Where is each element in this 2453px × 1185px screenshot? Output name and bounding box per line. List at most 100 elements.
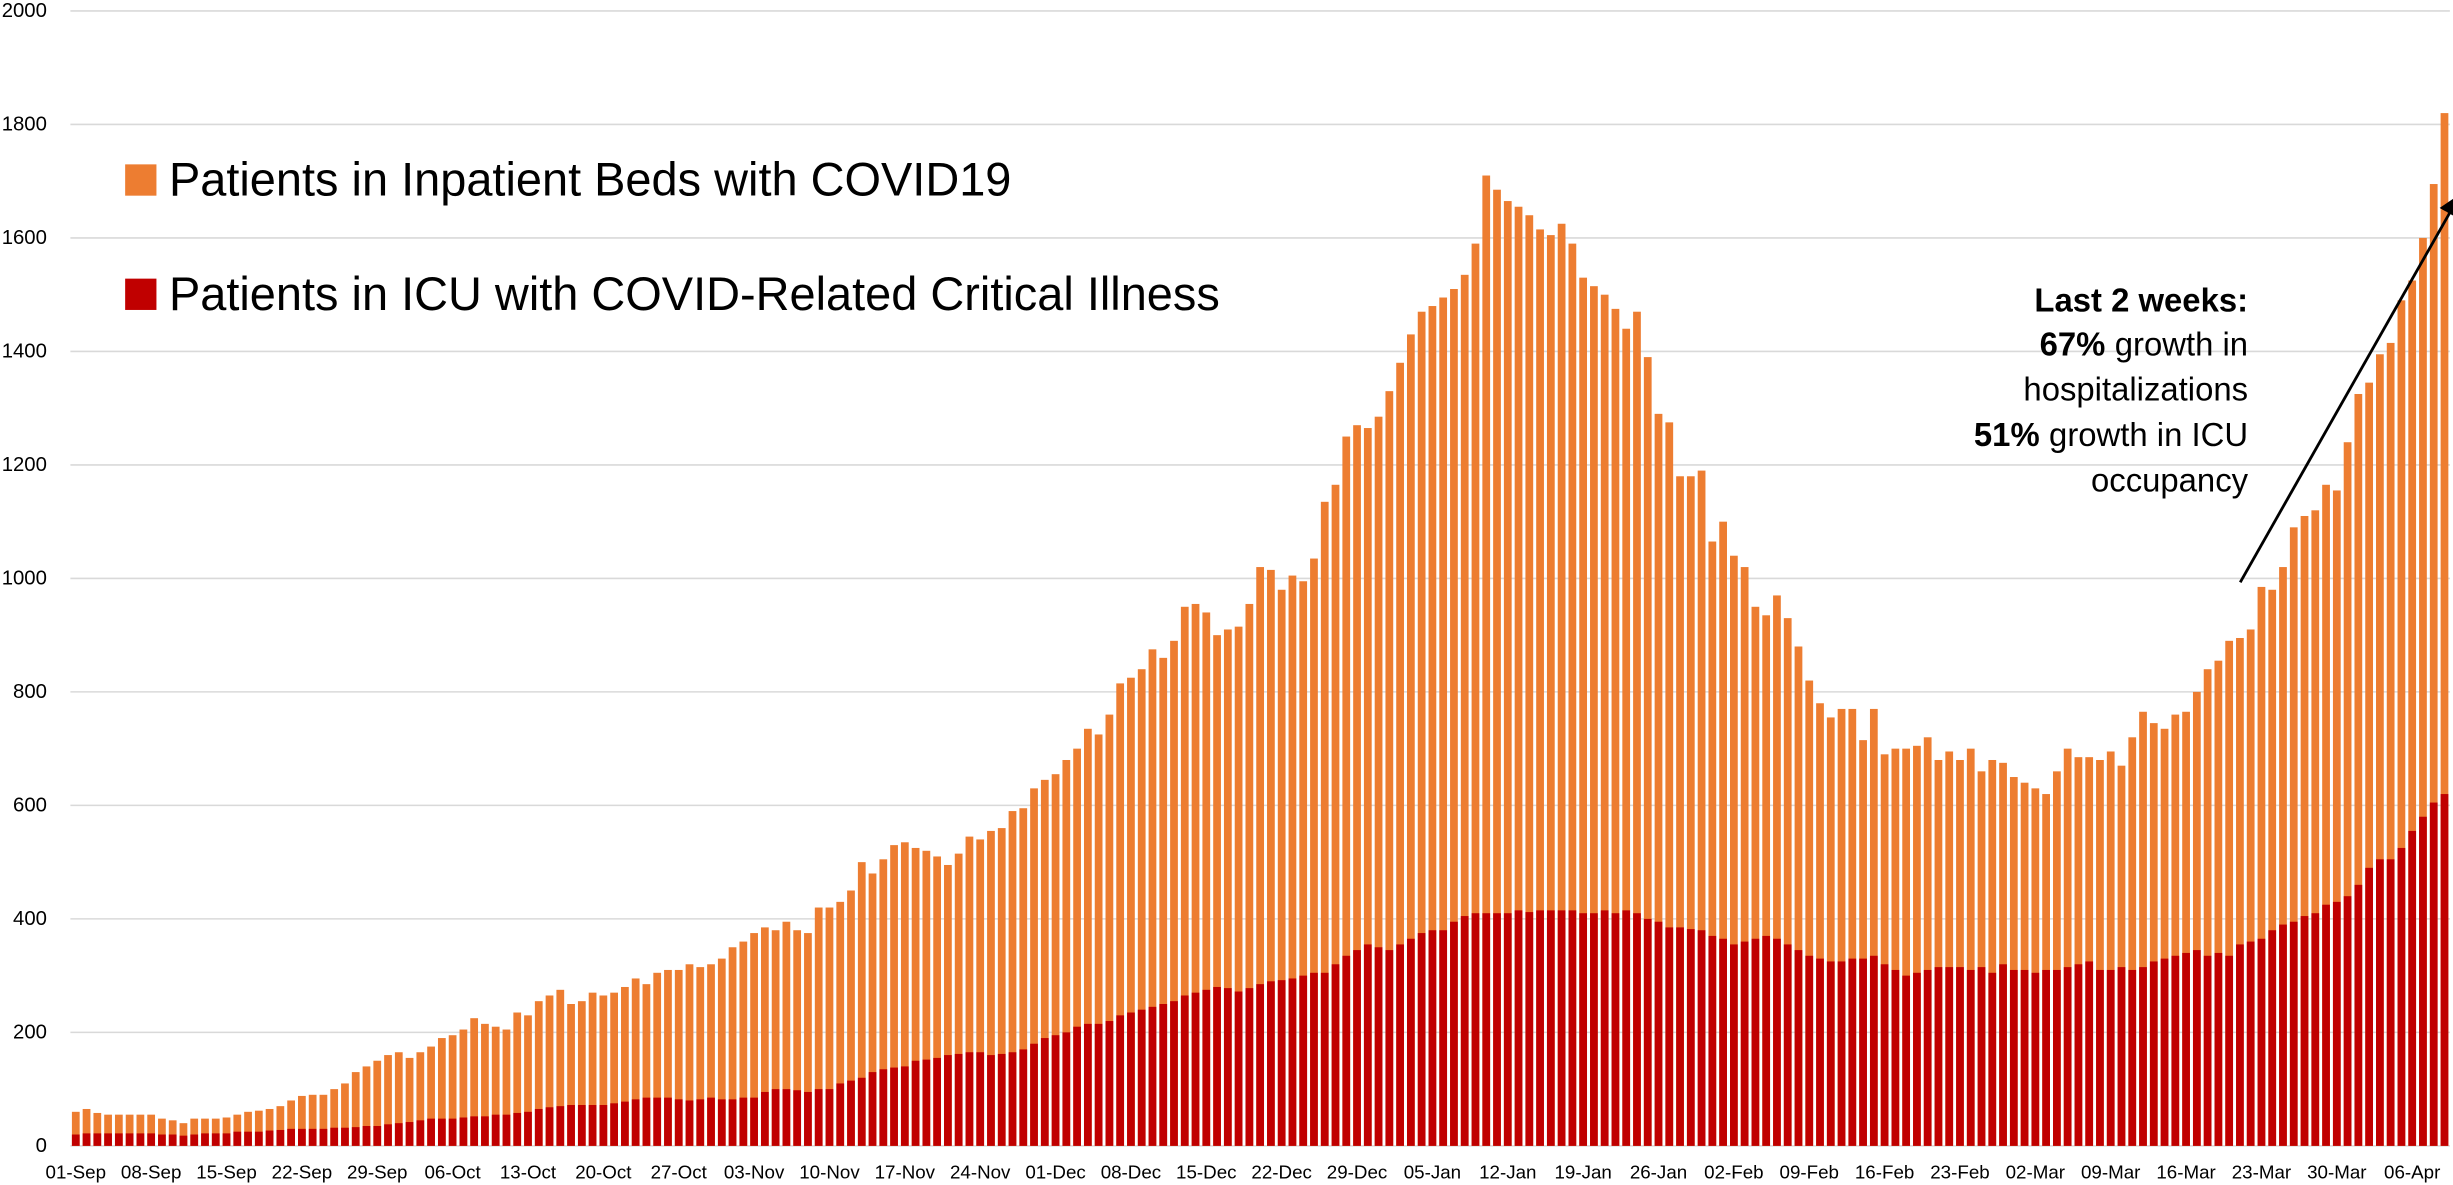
bar [2408, 830, 2417, 1146]
bar [1611, 913, 1620, 1146]
bar [653, 972, 662, 1146]
bar [1751, 938, 1760, 1146]
bar [717, 1099, 726, 1146]
bar [147, 1114, 156, 1146]
bar [997, 1053, 1006, 1146]
bar [2203, 955, 2212, 1146]
bar [1600, 910, 1609, 1146]
bar [1191, 603, 1200, 1146]
bar [1546, 910, 1555, 1146]
bar [556, 1106, 565, 1146]
bar [1579, 913, 1588, 1146]
bar [664, 1097, 672, 1146]
bar [1019, 1049, 1028, 1146]
bar [244, 1131, 252, 1146]
bar [481, 1023, 489, 1146]
bar [2214, 952, 2223, 1146]
annotation-line: hospitalizations [2023, 371, 2248, 408]
bar [93, 1133, 102, 1146]
bar [2322, 904, 2330, 1146]
y-tick-label: 400 [13, 908, 47, 930]
bar [1137, 1009, 1146, 1146]
bar [1406, 334, 1415, 1146]
bar [1708, 935, 1717, 1146]
bar [900, 1066, 909, 1146]
bar [244, 1111, 252, 1146]
bar [1073, 1026, 1081, 1146]
bar [1880, 964, 1889, 1146]
bar [2332, 901, 2341, 1146]
annotation: Last 2 weeks: 67% growth in hospitalizati… [1974, 282, 2249, 499]
bar [416, 1120, 425, 1146]
bar [1116, 1015, 1125, 1146]
bar [513, 1112, 522, 1146]
bar [1697, 930, 1706, 1146]
bar [470, 1116, 479, 1146]
bar [298, 1128, 306, 1146]
bar [2365, 382, 2373, 1146]
bar [1913, 745, 1921, 1146]
bar [2311, 510, 2320, 1146]
bar [104, 1133, 112, 1146]
bar [987, 1055, 995, 1146]
bar [427, 1046, 435, 1146]
bar [1633, 913, 1641, 1146]
bar [599, 995, 608, 1146]
bar [1439, 930, 1448, 1146]
bar [1450, 289, 1458, 1146]
bar [1482, 913, 1491, 1146]
bar [696, 1099, 705, 1146]
bar [2009, 777, 2018, 1146]
bar [2117, 765, 2126, 1146]
bar [1277, 589, 1286, 1146]
bar [1773, 938, 1781, 1146]
bar [351, 1072, 360, 1146]
x-tick-label: 24-Nov [950, 1162, 1011, 1183]
bar [2031, 972, 2040, 1146]
bar [1729, 555, 1738, 1146]
bar [2192, 950, 2201, 1146]
bar [1008, 811, 1017, 1146]
bar [71, 1134, 80, 1146]
bar [308, 1094, 317, 1146]
bar [1342, 955, 1351, 1146]
bar [836, 901, 845, 1146]
bar [976, 1052, 985, 1146]
bar [847, 1080, 855, 1146]
bar [1213, 986, 1221, 1146]
bar [2085, 961, 2094, 1146]
bar [1471, 913, 1480, 1146]
bar [2149, 723, 2158, 1146]
bar [2429, 802, 2438, 1146]
bar [1503, 201, 1512, 1146]
bar [1019, 808, 1028, 1146]
bar [524, 1015, 532, 1146]
bar [1267, 981, 1275, 1146]
x-tick-label: 08-Dec [1101, 1162, 1161, 1183]
bar [222, 1117, 231, 1146]
bar [341, 1127, 349, 1146]
y-tick-label: 600 [13, 795, 47, 817]
bar [502, 1029, 511, 1146]
bar [2300, 916, 2309, 1146]
y-tick-label: 0 [36, 1135, 47, 1157]
bar [1891, 748, 1900, 1146]
bar [2376, 859, 2384, 1146]
bar [211, 1118, 220, 1146]
bar [1902, 975, 1911, 1146]
bar [1676, 927, 1684, 1146]
bar [804, 933, 812, 1146]
bar [567, 1004, 575, 1146]
bar [1030, 788, 1038, 1146]
bar [577, 1001, 586, 1146]
bar [847, 890, 855, 1146]
bar [459, 1029, 468, 1146]
legend-label: Patients in Inpatient Beds with COVID19 [169, 154, 1011, 206]
bar [1310, 558, 1318, 1146]
x-tick-label: 16-Mar [2156, 1162, 2215, 1183]
bar [1514, 910, 1523, 1146]
bar [2268, 930, 2277, 1146]
bar [2020, 782, 2029, 1146]
bar [707, 1097, 715, 1146]
